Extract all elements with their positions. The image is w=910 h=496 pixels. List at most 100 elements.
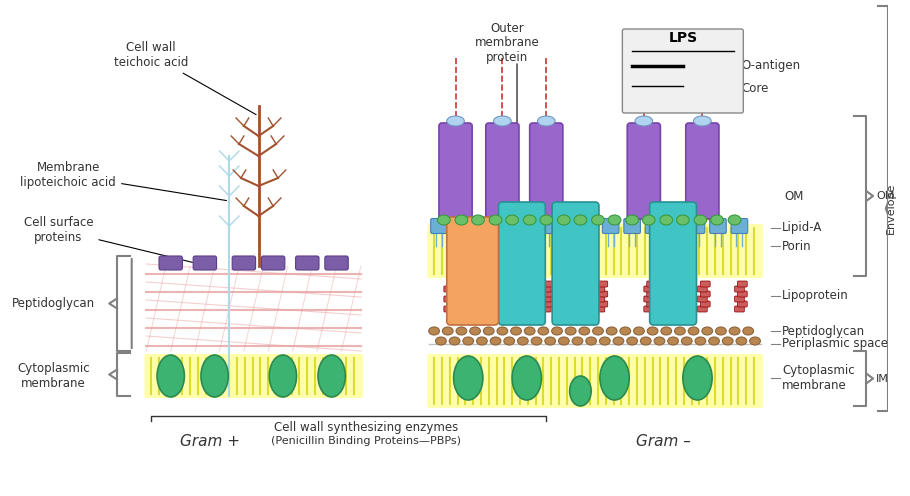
Ellipse shape <box>695 337 706 345</box>
FancyBboxPatch shape <box>622 29 743 113</box>
Ellipse shape <box>470 327 480 335</box>
FancyBboxPatch shape <box>444 286 453 292</box>
FancyBboxPatch shape <box>731 219 748 234</box>
Ellipse shape <box>497 327 508 335</box>
FancyBboxPatch shape <box>560 219 576 234</box>
FancyBboxPatch shape <box>697 306 707 312</box>
Text: OM: OM <box>784 189 804 202</box>
Ellipse shape <box>743 327 753 335</box>
Ellipse shape <box>688 327 699 335</box>
Ellipse shape <box>483 327 494 335</box>
FancyBboxPatch shape <box>492 306 502 312</box>
Text: Peptidoglycan: Peptidoglycan <box>12 297 96 310</box>
Ellipse shape <box>572 337 583 345</box>
Text: Lipid-A: Lipid-A <box>783 222 823 235</box>
Ellipse shape <box>592 215 604 225</box>
FancyBboxPatch shape <box>473 219 490 234</box>
Ellipse shape <box>660 215 672 225</box>
Text: IM: IM <box>876 373 889 383</box>
Text: Envelope: Envelope <box>885 183 895 234</box>
Ellipse shape <box>490 215 502 225</box>
Ellipse shape <box>728 215 741 225</box>
Text: Gram –: Gram – <box>636 434 691 448</box>
Ellipse shape <box>531 337 541 345</box>
Ellipse shape <box>608 215 621 225</box>
Ellipse shape <box>711 215 723 225</box>
Ellipse shape <box>511 327 521 335</box>
FancyBboxPatch shape <box>538 219 554 234</box>
Ellipse shape <box>641 337 652 345</box>
Text: Porin: Porin <box>783 240 812 252</box>
Text: LPS: LPS <box>668 31 697 45</box>
Ellipse shape <box>442 327 453 335</box>
Ellipse shape <box>570 376 592 406</box>
Ellipse shape <box>729 327 740 335</box>
Ellipse shape <box>551 327 562 335</box>
FancyBboxPatch shape <box>598 301 608 307</box>
FancyBboxPatch shape <box>193 256 217 270</box>
FancyBboxPatch shape <box>430 219 447 234</box>
Ellipse shape <box>490 337 500 345</box>
Text: Cell wall synthesizing enzymes: Cell wall synthesizing enzymes <box>274 422 458 434</box>
Ellipse shape <box>157 355 185 397</box>
FancyBboxPatch shape <box>595 286 605 292</box>
Ellipse shape <box>579 327 590 335</box>
Text: Peptidoglycan: Peptidoglycan <box>783 324 865 337</box>
FancyBboxPatch shape <box>644 286 653 292</box>
Ellipse shape <box>635 116 652 126</box>
FancyBboxPatch shape <box>734 296 744 302</box>
Ellipse shape <box>447 116 464 126</box>
FancyBboxPatch shape <box>492 286 502 292</box>
FancyBboxPatch shape <box>701 301 710 307</box>
Ellipse shape <box>654 337 665 345</box>
FancyBboxPatch shape <box>645 219 662 234</box>
Ellipse shape <box>586 337 597 345</box>
Ellipse shape <box>627 337 638 345</box>
Ellipse shape <box>504 337 514 345</box>
FancyBboxPatch shape <box>686 123 719 219</box>
FancyBboxPatch shape <box>296 256 319 270</box>
FancyBboxPatch shape <box>734 286 744 292</box>
Ellipse shape <box>633 327 644 335</box>
Text: Cell surface
proteins: Cell surface proteins <box>24 216 192 262</box>
Ellipse shape <box>518 337 528 345</box>
FancyBboxPatch shape <box>644 296 653 302</box>
Ellipse shape <box>592 327 603 335</box>
Ellipse shape <box>471 215 484 225</box>
Ellipse shape <box>723 337 733 345</box>
FancyBboxPatch shape <box>737 291 747 297</box>
Ellipse shape <box>702 327 713 335</box>
FancyBboxPatch shape <box>701 281 710 287</box>
FancyBboxPatch shape <box>552 202 599 325</box>
FancyBboxPatch shape <box>486 123 519 219</box>
FancyBboxPatch shape <box>650 202 696 325</box>
Ellipse shape <box>600 356 629 400</box>
FancyBboxPatch shape <box>734 306 744 312</box>
FancyBboxPatch shape <box>627 123 661 219</box>
Text: Gram +: Gram + <box>180 434 239 448</box>
FancyBboxPatch shape <box>737 301 747 307</box>
Ellipse shape <box>668 337 679 345</box>
FancyBboxPatch shape <box>325 256 349 270</box>
Ellipse shape <box>606 327 617 335</box>
Ellipse shape <box>736 337 747 345</box>
Ellipse shape <box>453 356 483 400</box>
FancyBboxPatch shape <box>517 219 533 234</box>
FancyBboxPatch shape <box>667 219 683 234</box>
Ellipse shape <box>538 327 549 335</box>
FancyBboxPatch shape <box>544 301 554 307</box>
FancyBboxPatch shape <box>232 256 256 270</box>
FancyBboxPatch shape <box>595 306 605 312</box>
Text: OM: OM <box>876 191 895 201</box>
Ellipse shape <box>674 327 685 335</box>
FancyBboxPatch shape <box>439 123 472 219</box>
FancyBboxPatch shape <box>598 291 608 297</box>
Ellipse shape <box>455 215 468 225</box>
Ellipse shape <box>676 215 689 225</box>
Text: Core: Core <box>742 81 769 95</box>
FancyBboxPatch shape <box>737 281 747 287</box>
Ellipse shape <box>540 215 552 225</box>
FancyBboxPatch shape <box>541 296 551 302</box>
FancyBboxPatch shape <box>544 281 554 287</box>
FancyBboxPatch shape <box>544 291 554 297</box>
